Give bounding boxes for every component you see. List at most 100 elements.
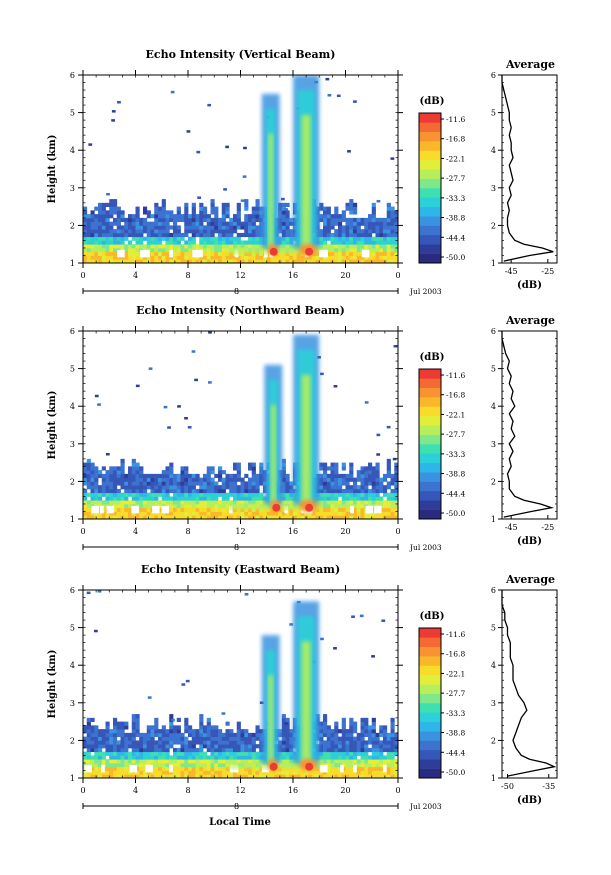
colorbar-swatch: [419, 768, 441, 779]
day-label: 8: [234, 287, 239, 296]
profile-x-tick-label: -50: [501, 782, 514, 791]
colorbar-swatch: [419, 462, 441, 473]
x-tick-label: 12: [235, 786, 245, 795]
colorbar-swatch: [419, 693, 441, 704]
colorbar-level: -50.0: [446, 253, 465, 262]
colorbar-level: -22.1: [446, 410, 465, 419]
profile-x-tick-label: -45: [505, 523, 518, 532]
colorbar-frame: [418, 368, 442, 520]
colorbar-level: -38.8: [446, 729, 465, 738]
colorbar-swatch: [419, 712, 441, 723]
colorbar-unit: (dB): [420, 611, 445, 622]
x-tick-label: 12: [235, 527, 245, 536]
x-tick-label: 8: [185, 271, 190, 280]
colorbar-swatch: [419, 150, 441, 161]
profile-title: Average: [505, 573, 555, 586]
colorbar-level: -33.3: [446, 194, 465, 203]
profile-y-tick-label: 2: [491, 736, 496, 745]
profile-y-tick-label: 5: [491, 624, 496, 633]
x-tick-label: 16: [288, 271, 298, 280]
y-tick-label: 5: [70, 365, 75, 374]
colorbar-swatch: [419, 674, 441, 685]
profile-y-tick-label: 3: [491, 440, 496, 449]
profile-frame: [501, 330, 558, 520]
colorbar-level: -33.3: [446, 450, 465, 459]
y-tick-label: 3: [70, 699, 75, 708]
profile-frame: [501, 74, 558, 264]
colorbar-swatch: [419, 721, 441, 732]
day-label: 8: [234, 543, 239, 552]
colorbar-swatch: [419, 397, 441, 407]
colorbar-swatch: [419, 472, 441, 482]
colorbar-level: -27.7: [446, 174, 465, 183]
profile-x-tick-label: -35: [542, 782, 555, 791]
profile-y-tick-label: 2: [491, 221, 496, 230]
colorbar-level: -11.6: [446, 115, 465, 124]
colorbar-swatch: [419, 387, 441, 398]
y-tick-label: 6: [70, 327, 75, 336]
colorbar-swatch: [419, 434, 441, 445]
y-tick-label: 1: [70, 515, 75, 524]
echo-intensity-field: [83, 331, 398, 519]
x-tick-label: 0: [395, 786, 400, 795]
colorbar-swatch: [419, 225, 441, 236]
x-tick-label: 12: [235, 271, 245, 280]
colorbar-swatch: [419, 749, 441, 760]
colorbar-swatch: [419, 159, 441, 170]
month-year-label: Jul 2003: [409, 287, 442, 296]
colorbar-level: -50.0: [446, 509, 465, 518]
y-tick-label: 2: [70, 477, 75, 486]
colorbar-level: -22.1: [446, 669, 465, 678]
profile-y-tick-label: 6: [491, 71, 496, 80]
y-tick-label: 4: [70, 146, 75, 155]
y-tick-label: 6: [70, 586, 75, 595]
colorbar-swatch: [419, 415, 441, 426]
colorbar-swatch: [419, 509, 441, 520]
x-tick-label: 20: [340, 271, 350, 280]
profile-y-tick-label: 5: [491, 109, 496, 118]
colorbar-swatch: [419, 244, 441, 254]
colorbar-swatch: [419, 703, 441, 713]
month-year-label: Jul 2003: [409, 543, 442, 552]
colorbar-level: -27.7: [446, 689, 465, 698]
y-tick-label: 5: [70, 109, 75, 118]
colorbar-swatch: [419, 234, 441, 245]
colorbar-swatch: [419, 665, 441, 676]
profile-x-label: (dB): [517, 536, 542, 547]
colorbar-swatch: [419, 216, 441, 226]
colorbar-swatch: [419, 178, 441, 189]
profile-x-tick-label: -45: [505, 267, 518, 276]
y-axis-label: Height (km): [47, 650, 58, 719]
x-tick-label: 0: [395, 271, 400, 280]
panel-2: Echo Intensity (Northward Beam)123456Hei…: [47, 304, 558, 552]
colorbar-swatch: [419, 453, 441, 464]
colorbar-unit: (dB): [420, 96, 445, 107]
colorbar-swatch: [419, 141, 441, 151]
colorbar-level: -11.6: [446, 371, 465, 380]
panel-title: Echo Intensity (Northward Beam): [136, 304, 345, 317]
profile-x-tick-label: -25: [541, 523, 554, 532]
profile-x-tick-label: -25: [541, 267, 554, 276]
colorbar-swatch: [419, 637, 441, 648]
colorbar-unit: (dB): [420, 352, 445, 363]
colorbar-swatch: [419, 206, 441, 217]
colorbar-level: -38.8: [446, 214, 465, 223]
x-tick-label: 0: [80, 271, 85, 280]
x-tick-label: 20: [340, 786, 350, 795]
profile-y-tick-label: 1: [491, 259, 496, 268]
panel-3: Echo Intensity (Eastward Beam)123456Heig…: [47, 563, 558, 811]
colorbar-swatch: [419, 740, 441, 751]
colorbar-swatch: [419, 113, 441, 123]
x-tick-label: 0: [80, 527, 85, 536]
y-tick-label: 3: [70, 184, 75, 193]
colorbar-swatch: [419, 444, 441, 454]
colorbar-swatch: [419, 656, 441, 666]
panel-title: Echo Intensity (Vertical Beam): [145, 48, 335, 61]
colorbar-level: -16.8: [446, 391, 465, 400]
profile-y-tick-label: 4: [491, 146, 496, 155]
x-axis-label: Local Time: [209, 817, 271, 828]
x-tick-label: 4: [133, 271, 138, 280]
colorbar-swatch: [419, 253, 441, 264]
profile-x-label: (dB): [517, 280, 542, 291]
colorbar-swatch: [419, 684, 441, 694]
